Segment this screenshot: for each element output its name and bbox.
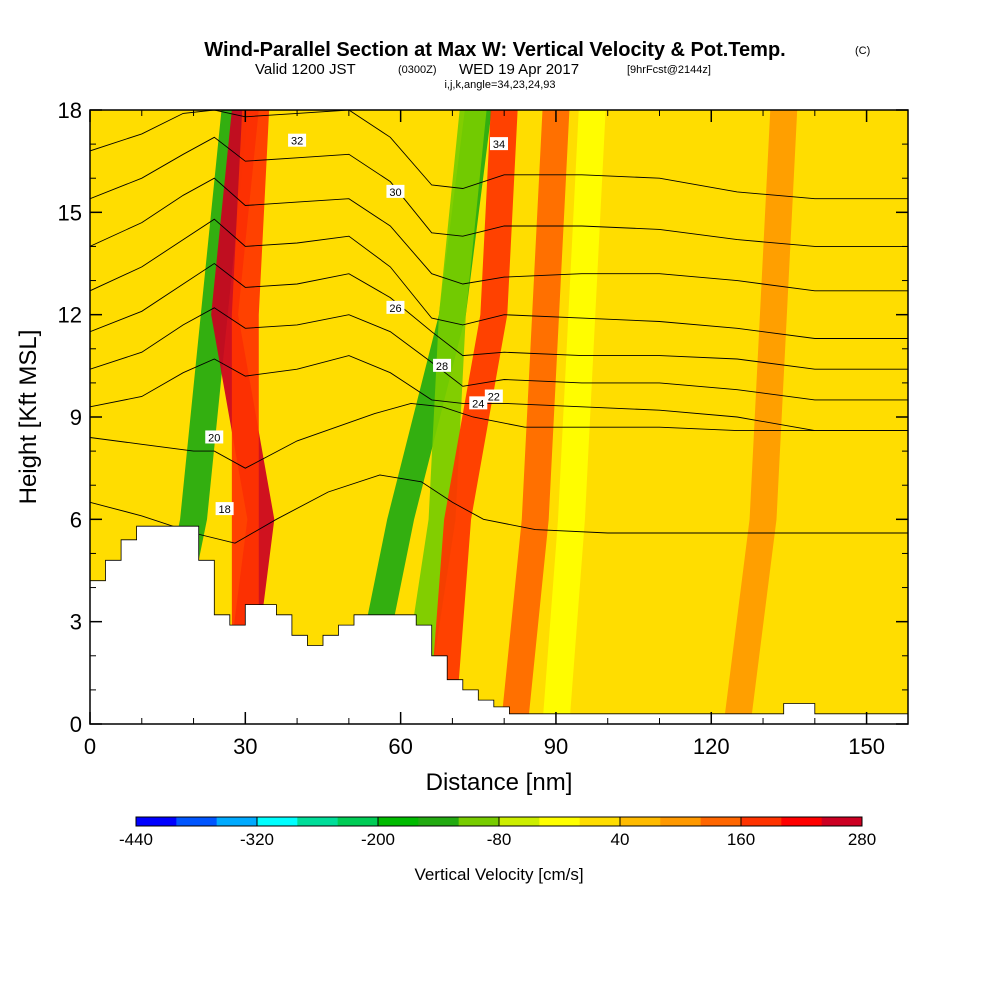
colorbar-label: 160 xyxy=(727,830,755,849)
contour-label: 20 xyxy=(208,432,220,444)
colorbar-swatch xyxy=(418,817,460,826)
colorbar-swatch xyxy=(458,817,500,826)
velocity-band xyxy=(231,110,270,724)
contour-label-bg xyxy=(386,184,405,198)
colorbar-swatch xyxy=(136,817,177,826)
theta-contour xyxy=(90,136,908,247)
contour-label: 28 xyxy=(436,361,448,373)
colorbar-swatch xyxy=(337,817,379,826)
colorbar-swatch xyxy=(216,817,258,826)
y-tick-label: 12 xyxy=(58,303,82,328)
colorbar-swatch xyxy=(821,817,863,826)
theta-contour xyxy=(90,262,908,370)
y-axis: 0 3 6 9 12 15 18 xyxy=(58,98,908,737)
copyright-mark: (C) xyxy=(855,45,870,57)
y-axis-title: Height [Kft MSL] xyxy=(15,330,42,505)
contour-label-bg xyxy=(433,358,452,372)
colorbar-title: Vertical Velocity [cm/s] xyxy=(414,865,583,884)
valid-prefix: Valid 1200 JST xyxy=(255,61,356,78)
x-tick-label: 60 xyxy=(388,734,412,759)
colorbar-swatch xyxy=(660,817,702,826)
theta-contour xyxy=(90,307,908,401)
contour-labels: 18 20 22 24 26 28 30 32 34 xyxy=(205,133,508,516)
contour-label-bg xyxy=(469,396,488,410)
y-tick-label: 15 xyxy=(58,200,82,225)
colorbar-swatch xyxy=(499,817,540,826)
theta-contour xyxy=(90,474,908,544)
velocity-band xyxy=(542,110,606,724)
x-tick-label: 150 xyxy=(848,734,885,759)
contour-label: 26 xyxy=(389,303,401,315)
colorbar-label: -200 xyxy=(361,830,395,849)
valid-utc: (0300Z) xyxy=(398,64,437,76)
contour-label-bg xyxy=(490,137,508,151)
velocity-bands xyxy=(138,110,798,724)
chart-title: Wind-Parallel Section at Max W: Vertical… xyxy=(204,39,785,61)
colorbar-swatch xyxy=(378,817,419,826)
grid-indices: i,j,k,angle=34,23,24,93 xyxy=(444,79,555,91)
x-tick-label: 30 xyxy=(233,734,257,759)
contour-label-bg xyxy=(386,300,405,314)
theta-contour xyxy=(90,218,908,339)
theta-contour xyxy=(90,110,908,200)
colorbar-swatch xyxy=(297,817,339,826)
colorbar-swatch xyxy=(539,817,581,826)
theta-contour xyxy=(90,402,908,469)
colorbar-label: 40 xyxy=(611,830,630,849)
theta-contours xyxy=(90,110,908,544)
colorbar-swatch xyxy=(741,817,782,826)
x-tick-label: 0 xyxy=(84,734,96,759)
velocity-band xyxy=(397,110,487,724)
contour-label: 32 xyxy=(291,136,303,148)
colorbar-swatch xyxy=(781,817,823,826)
colorbar-label: -320 xyxy=(240,830,274,849)
contour-label: 18 xyxy=(218,504,230,516)
colorbar-swatch xyxy=(257,817,298,826)
contour-label: 24 xyxy=(472,398,484,410)
colorbar-swatch xyxy=(620,817,661,826)
contour-label-bg xyxy=(288,133,307,147)
contour-label-bg xyxy=(205,430,224,444)
colorbar-swatch xyxy=(700,817,742,826)
colorbar-label: -80 xyxy=(487,830,512,849)
colorbar-label: 280 xyxy=(848,830,876,849)
plot-area: 18 20 22 24 26 28 30 32 34 xyxy=(90,110,908,724)
theta-contour xyxy=(90,177,908,292)
y-tick-label: 0 xyxy=(70,712,82,737)
forecast-info: [9hrFcst@2144z] xyxy=(627,64,711,76)
y-tick-label: 6 xyxy=(70,507,82,532)
terrain xyxy=(90,525,908,724)
colorbar-label: -440 xyxy=(119,830,153,849)
x-axis: 0 30 60 90 120 150 xyxy=(84,110,885,759)
x-tick-label: 120 xyxy=(693,734,730,759)
contour-label-bg xyxy=(215,502,234,516)
theta-contour xyxy=(90,355,908,432)
colorbar-swatch xyxy=(579,817,621,826)
x-tick-label: 90 xyxy=(544,734,568,759)
valid-date: WED 19 Apr 2017 xyxy=(459,61,579,78)
contour-label: 34 xyxy=(493,139,505,151)
y-tick-label: 18 xyxy=(58,98,82,123)
contour-label-bg xyxy=(484,389,503,403)
y-tick-label: 3 xyxy=(70,610,82,635)
contour-label: 30 xyxy=(389,187,401,199)
colorbar-swatch xyxy=(176,817,218,826)
velocity-band xyxy=(501,110,570,724)
contour-label: 22 xyxy=(488,392,500,404)
velocity-band xyxy=(723,110,798,724)
x-axis-title: Distance [nm] xyxy=(426,769,573,796)
colorbar: -440 -320 -200 -80 40 160 280 xyxy=(119,816,876,849)
y-tick-label: 9 xyxy=(70,405,82,430)
